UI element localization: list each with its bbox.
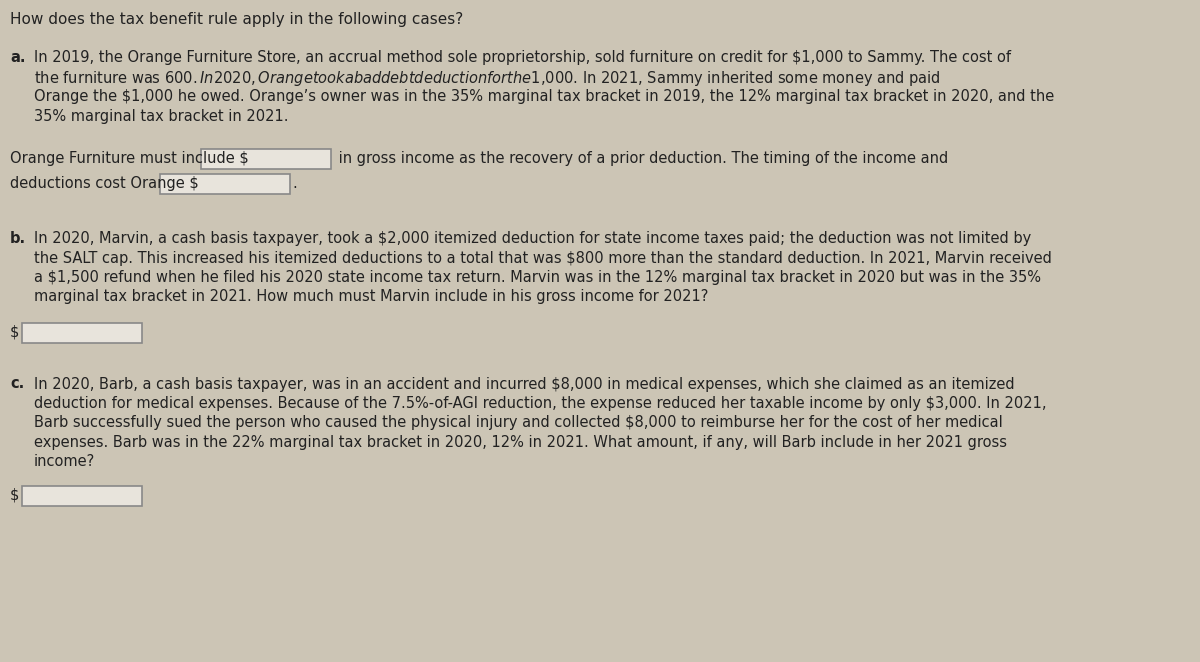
Text: How does the tax benefit rule apply in the following cases?: How does the tax benefit rule apply in t… xyxy=(10,12,463,27)
Text: the SALT cap. This increased his itemized deductions to a total that was $800 mo: the SALT cap. This increased his itemize… xyxy=(34,250,1052,265)
Text: Barb successfully sued the person who caused the physical injury and collected $: Barb successfully sued the person who ca… xyxy=(34,416,1003,430)
Text: .: . xyxy=(292,176,296,191)
Text: In 2020, Barb, a cash basis taxpayer, was in an accident and incurred $8,000 in : In 2020, Barb, a cash basis taxpayer, wa… xyxy=(34,377,1015,391)
Text: c.: c. xyxy=(10,377,24,391)
FancyBboxPatch shape xyxy=(22,322,142,342)
Text: expenses. Barb was in the 22% marginal tax bracket in 2020, 12% in 2021. What am: expenses. Barb was in the 22% marginal t… xyxy=(34,435,1007,450)
FancyBboxPatch shape xyxy=(160,174,290,194)
Text: income?: income? xyxy=(34,455,95,469)
Text: $: $ xyxy=(10,324,19,340)
Text: deduction for medical expenses. Because of the 7.5%-of-AGI reduction, the expens: deduction for medical expenses. Because … xyxy=(34,396,1046,411)
Text: a $1,500 refund when he filed his 2020 state income tax return. Marvin was in th: a $1,500 refund when he filed his 2020 s… xyxy=(34,270,1042,285)
Text: Orange Furniture must include $: Orange Furniture must include $ xyxy=(10,150,248,166)
Text: b.: b. xyxy=(10,231,26,246)
Text: In 2019, the Orange Furniture Store, an accrual method sole proprietorship, sold: In 2019, the Orange Furniture Store, an … xyxy=(34,50,1010,65)
Text: deductions cost Orange $: deductions cost Orange $ xyxy=(10,176,199,191)
Text: in gross income as the recovery of a prior deduction. The timing of the income a: in gross income as the recovery of a pri… xyxy=(334,150,948,166)
Text: Orange the $1,000 he owed. Orange’s owner was in the 35% marginal tax bracket in: Orange the $1,000 he owed. Orange’s owne… xyxy=(34,89,1055,104)
FancyBboxPatch shape xyxy=(22,485,142,506)
FancyBboxPatch shape xyxy=(202,148,331,169)
Text: 35% marginal tax bracket in 2021.: 35% marginal tax bracket in 2021. xyxy=(34,109,288,124)
Text: In 2020, Marvin, a cash basis taxpayer, took a $2,000 itemized deduction for sta: In 2020, Marvin, a cash basis taxpayer, … xyxy=(34,231,1031,246)
Text: $: $ xyxy=(10,487,19,502)
Text: the furniture was $600. In 2020, Orange took a bad debt deduction for the $1,000: the furniture was $600. In 2020, Orange … xyxy=(34,70,941,89)
Text: a.: a. xyxy=(10,50,25,65)
Text: marginal tax bracket in 2021. How much must Marvin include in his gross income f: marginal tax bracket in 2021. How much m… xyxy=(34,289,708,305)
